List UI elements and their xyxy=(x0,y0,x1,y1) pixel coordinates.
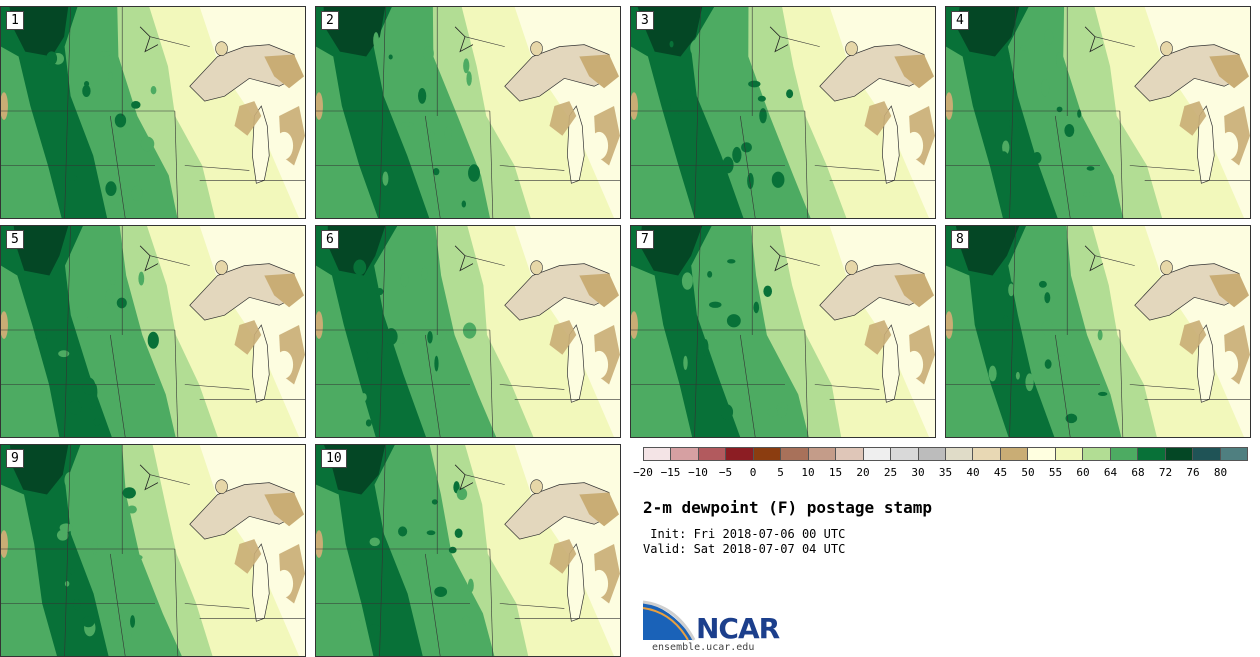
colorbar-tick-label: 15 xyxy=(828,466,843,479)
member-label: 6 xyxy=(321,230,339,249)
colorbar-tick-label: −10 xyxy=(688,466,708,479)
colorbar-swatch xyxy=(973,448,1001,460)
colorbar-swatch xyxy=(1083,448,1111,460)
colorbar-swatch xyxy=(808,448,837,460)
colorbar-tick-label: 25 xyxy=(883,466,898,479)
member-label: 7 xyxy=(636,230,654,249)
member-label: 8 xyxy=(951,230,969,249)
map-panel: 9 xyxy=(0,444,306,657)
colorbar-swatch xyxy=(1028,448,1056,460)
colorbar-swatch xyxy=(698,448,727,460)
colorbar-swatch xyxy=(863,448,892,460)
member-label: 4 xyxy=(951,11,969,30)
colorbar-tick-label: −20 xyxy=(633,466,653,479)
colorbar-tick-label: 50 xyxy=(1021,466,1035,479)
dewpoint-map xyxy=(946,7,1250,218)
colorbar-tick-label: 55 xyxy=(1048,466,1063,479)
member-label: 1 xyxy=(6,11,24,30)
colorbar-swatch xyxy=(753,448,782,460)
colorbar-swatch xyxy=(918,448,946,460)
colorbar-tick-label: 64 xyxy=(1103,466,1118,479)
colorbar-ticks: −20 −15 −10 −5 0 5 10 15 20 25 30 35 40 45 50 55 60 64 68 7… xyxy=(0,466,1260,482)
colorbar-tick-label: −15 xyxy=(660,466,681,479)
colorbar-swatch xyxy=(1000,448,1029,460)
colorbar-swatch xyxy=(1220,448,1247,460)
map-panel: 7 xyxy=(630,225,936,438)
map-panel: 8 xyxy=(945,225,1251,438)
colorbar-tick-label: 5 xyxy=(777,466,784,479)
colorbar xyxy=(643,447,1248,461)
init-time: Init: Fri 2018-07-06 00 UTC xyxy=(643,527,846,541)
colorbar-swatch xyxy=(891,448,919,460)
map-panel: 2 xyxy=(315,6,621,219)
colorbar-swatch xyxy=(671,448,699,460)
dewpoint-map xyxy=(1,226,305,437)
map-panel: 5 xyxy=(0,225,306,438)
map-panel: 4 xyxy=(945,6,1251,219)
member-label: 5 xyxy=(6,230,24,249)
dewpoint-map xyxy=(316,7,620,218)
colorbar-tick-label: 0 xyxy=(749,466,757,479)
ncar-logo-text: NCAR xyxy=(696,612,780,645)
colorbar-tick-label: 30 xyxy=(911,466,925,479)
map-panel: 3 xyxy=(630,6,936,219)
dewpoint-map xyxy=(631,226,935,437)
map-panel: 1 xyxy=(0,6,306,219)
dewpoint-map xyxy=(1,7,305,218)
colorbar-tick-label: 10 xyxy=(801,466,815,479)
map-panel: 10 xyxy=(315,444,621,657)
colorbar-tick-label: 60 xyxy=(1076,466,1090,479)
plot-title: 2-m dewpoint (F) postage stamp xyxy=(643,498,932,517)
colorbar-swatch xyxy=(1193,448,1221,460)
site-url: ensemble.ucar.edu xyxy=(652,642,755,653)
colorbar-tick-label: 45 xyxy=(993,466,1008,479)
colorbar-swatch xyxy=(1110,448,1139,460)
colorbar-tick-label: 35 xyxy=(938,466,953,479)
colorbar-swatch xyxy=(781,448,809,460)
colorbar-tick-label: 40 xyxy=(966,466,980,479)
colorbar-swatch xyxy=(644,448,672,460)
colorbar-swatch xyxy=(836,448,864,460)
member-label: 9 xyxy=(6,449,24,468)
colorbar-tick-label: 76 xyxy=(1186,466,1200,479)
member-label: 10 xyxy=(321,449,347,468)
ncar-logo xyxy=(642,600,696,641)
dewpoint-map xyxy=(316,445,620,656)
colorbar-tick-label: 72 xyxy=(1158,466,1173,479)
colorbar-swatch xyxy=(1055,448,1084,460)
colorbar-swatch xyxy=(945,448,974,460)
colorbar-tick-label: 20 xyxy=(856,466,870,479)
member-label: 3 xyxy=(636,11,654,30)
dewpoint-map xyxy=(631,7,935,218)
colorbar-tick-label: 68 xyxy=(1131,466,1145,479)
colorbar-swatch xyxy=(1138,448,1166,460)
colorbar-swatch xyxy=(1165,448,1194,460)
member-label: 2 xyxy=(321,11,339,30)
dewpoint-map xyxy=(1,445,305,656)
colorbar-swatch xyxy=(726,448,754,460)
dewpoint-map xyxy=(316,226,620,437)
dewpoint-map xyxy=(946,226,1250,437)
colorbar-tick-label: −5 xyxy=(718,466,733,479)
map-panel: 6 xyxy=(315,225,621,438)
colorbar-tick-label: 80 xyxy=(1213,466,1228,479)
valid-time: Valid: Sat 2018-07-07 04 UTC xyxy=(643,542,846,556)
